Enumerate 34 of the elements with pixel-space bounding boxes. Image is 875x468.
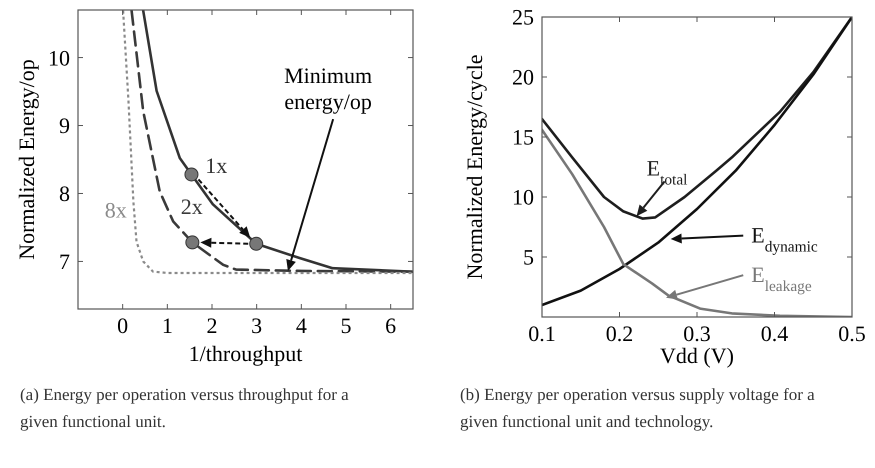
y-tick-label: 10 [48,45,70,70]
x-tick-label: 0.3 [683,321,711,346]
x-tick-label: 4 [296,313,307,338]
legend-label: E$_{dynamic}$ [751,222,818,256]
text: (a) Energy per operation versus throughput for a given functional unit. [20,385,350,431]
series-label: E$_{total}$ [646,155,688,188]
y-tick-label: 10 [512,184,534,210]
text: (b) Energy per operation versus supply voltage for a given functional unit and technology. [460,385,816,431]
y-axis-title: Normalized Energy/op [14,59,39,260]
annotation: Minimum energy/op [284,63,372,114]
series-label: 1x [205,153,228,178]
x-tick-label: 0.2 [606,321,634,346]
x-tick-label: 0.1 [528,321,556,346]
y-tick-label: 7 [59,249,70,274]
x-axis-title: 1/throughput [188,341,302,366]
y-tick-label: 15 [512,124,534,150]
series-label: 8x [104,197,127,222]
x-tick-label: 0.4 [760,321,788,346]
x-tick-label: 0.5 [838,321,866,346]
series-label: 2x [180,194,203,219]
y-tick-label: 9 [59,113,70,138]
y-tick-label: 20 [512,64,534,90]
x-axis-title: Vdd (V) [660,343,734,368]
y-tick-label: 25 [512,4,534,30]
y-tick-label: 8 [59,181,70,206]
x-tick-label: 0 [117,313,128,338]
x-tick-label: 2 [206,313,218,338]
x-tick-label: 3 [251,313,262,338]
x-tick-label: 6 [385,313,396,338]
y-tick-label: 5 [523,244,534,270]
y-axis-title: Normalized Energy/cycle [462,54,487,280]
x-tick-label: 5 [340,313,352,338]
x-tick-label: 1 [162,313,173,338]
legend-label: E$_{leakage}$ [751,262,812,295]
